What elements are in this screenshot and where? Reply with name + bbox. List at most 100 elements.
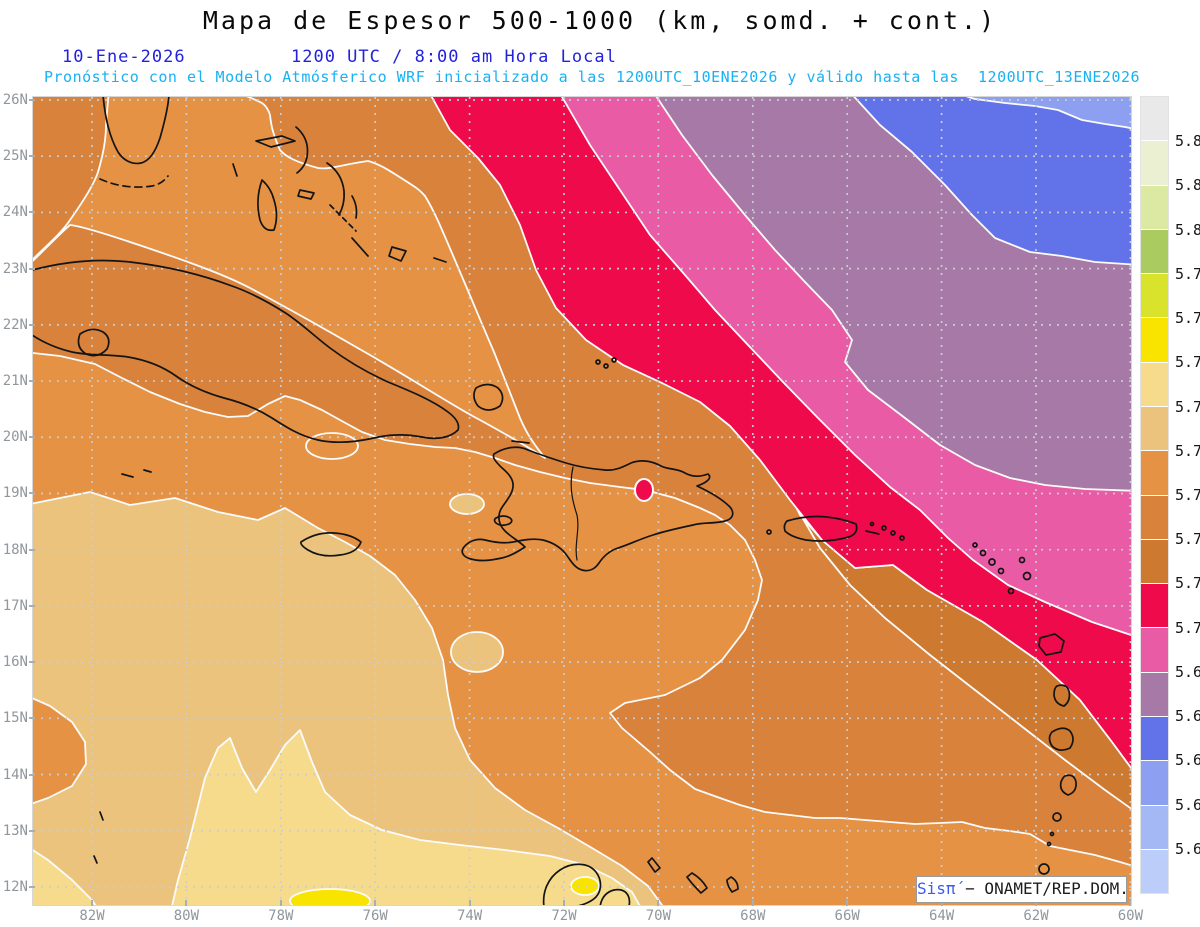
subtitle-time: 1200 UTC / 8:00 am Hora Local — [291, 47, 617, 67]
lon-tick — [563, 900, 565, 906]
lat-label-22N: 22N — [2, 316, 28, 333]
colorbar-label-5.712: 5.712 — [1175, 574, 1200, 593]
weather-map-svg — [24, 89, 1141, 918]
lon-tick — [91, 900, 93, 906]
lat-tick — [29, 211, 35, 214]
colorbar-segment-14 — [1141, 716, 1168, 762]
coastlines — [24, 94, 1077, 918]
colorbar-label-5.795: 5.795 — [1175, 264, 1200, 283]
lon-label-64W: 64W — [928, 908, 955, 924]
lat-label-20N: 20N — [2, 429, 28, 446]
lon-label-76W: 76W — [362, 908, 388, 924]
colorbar-label-5.652: 5.652 — [1175, 795, 1200, 814]
lon-tick — [940, 900, 943, 906]
lon-label-74W: 74W — [456, 908, 483, 924]
lon-tick — [751, 900, 754, 906]
lon-label-72W: 72W — [551, 908, 577, 924]
colorbar-segment-7 — [1141, 406, 1168, 452]
lon-label-70W: 70W — [645, 908, 672, 924]
lat-tick — [29, 548, 35, 551]
colorbar-segment-15 — [1141, 761, 1168, 806]
lon-tick — [1035, 900, 1037, 906]
colorbar-segment-9 — [1141, 495, 1168, 540]
lat-tick — [29, 99, 35, 101]
colorbar-label-5.64: 5.64 — [1175, 839, 1200, 858]
lon-label-68W: 68W — [740, 908, 766, 924]
lat-label-18N: 18N — [2, 541, 28, 558]
lat-label-21N: 21N — [2, 373, 28, 390]
lat-label-25N: 25N — [2, 148, 28, 165]
watermark: Sisπ́ − ONAMET/REP.DOM. — [916, 876, 1129, 903]
colorbar-segment-1 — [1141, 141, 1168, 186]
thickness-bands — [24, 89, 1141, 916]
colorbar-label-5.772: 5.772 — [1175, 353, 1200, 372]
lat-tick — [29, 492, 35, 495]
colorbar-segment-17 — [1141, 849, 1168, 894]
colorbar-segment-11 — [1141, 584, 1168, 629]
lon-label-60W: 60W — [1117, 908, 1144, 924]
lat-tick — [29, 267, 35, 270]
graticule-gridlines — [33, 97, 1132, 905]
watermark-brand: Sisπ́ — [917, 879, 956, 898]
colorbar-segment-0 — [1141, 97, 1168, 142]
lat-tick — [29, 773, 35, 776]
colorbar-segment-8 — [1141, 451, 1168, 496]
watermark-org: − ONAMET/REP.DOM. — [955, 879, 1129, 898]
lat-tick — [29, 717, 35, 720]
lon-label-62W: 62W — [1023, 908, 1049, 924]
colorbar-segment-6 — [1141, 362, 1168, 407]
lat-label-14N: 14N — [2, 766, 28, 783]
lon-tick — [279, 900, 282, 906]
lat-label-12N: 12N — [2, 878, 28, 895]
lon-label-66W: 66W — [834, 908, 860, 924]
lon-label-82W: 82W — [79, 908, 105, 924]
lat-label-19N: 19N — [2, 485, 28, 502]
lon-tick — [1129, 900, 1132, 906]
lon-tick — [185, 900, 188, 906]
colorbar-label-5.664: 5.664 — [1175, 751, 1200, 770]
lat-label-15N: 15N — [2, 710, 28, 727]
local-minimum-spot — [634, 478, 654, 502]
lon-label-78W: 78W — [268, 908, 294, 924]
lon-tick — [374, 900, 377, 906]
colorbar-label-5.748: 5.748 — [1175, 441, 1200, 460]
lat-tick — [29, 604, 35, 607]
lat-label-23N: 23N — [2, 260, 28, 277]
colorbar-label-5.807: 5.807 — [1175, 220, 1200, 239]
lat-tick — [29, 380, 35, 383]
lat-tick — [29, 155, 35, 158]
page-title: Mapa de Espesor 500-1000 (km, somd. + co… — [202, 6, 998, 35]
lat-label-17N: 17N — [2, 597, 28, 614]
colorbar-segment-3 — [1141, 229, 1168, 275]
colorbar-segment-10 — [1141, 539, 1168, 585]
colorbar-segment-4 — [1141, 274, 1168, 319]
lat-tick — [29, 323, 35, 326]
colorbar-label-5.736: 5.736 — [1175, 485, 1200, 504]
lat-tick — [29, 661, 35, 664]
lat-label-16N: 16N — [2, 654, 28, 671]
colorbar-segment-16 — [1141, 805, 1168, 850]
colorbar-label-5.7: 5.7 — [1175, 618, 1200, 637]
forecast-note: Pronóstico con el Modelo Atmósferico WRF… — [44, 68, 1141, 86]
lat-label-13N: 13N — [2, 822, 28, 839]
lat-label-24N: 24N — [2, 204, 28, 221]
lat-label-26N: 26N — [2, 92, 28, 108]
colorbar-label-5.831: 5.831 — [1175, 132, 1200, 151]
lon-tick — [657, 900, 660, 906]
lat-tick — [29, 885, 35, 888]
colorbar-label-5.688: 5.688 — [1175, 662, 1200, 681]
lat-tick — [29, 436, 35, 439]
colorbar-segment-13 — [1141, 672, 1168, 717]
colorbar — [1140, 96, 1169, 894]
colorbar-label-5.676: 5.676 — [1175, 707, 1200, 726]
colorbar-label-5.819: 5.819 — [1175, 176, 1200, 195]
lat-tick — [29, 829, 35, 832]
colorbar-segment-12 — [1141, 628, 1168, 673]
colorbar-segment-5 — [1141, 318, 1168, 363]
lon-tick — [846, 900, 849, 906]
colorbar-label-5.76: 5.76 — [1175, 397, 1200, 416]
colorbar-label-5.783: 5.783 — [1175, 309, 1200, 328]
map-area — [24, 89, 1141, 918]
lon-tick — [468, 900, 471, 906]
